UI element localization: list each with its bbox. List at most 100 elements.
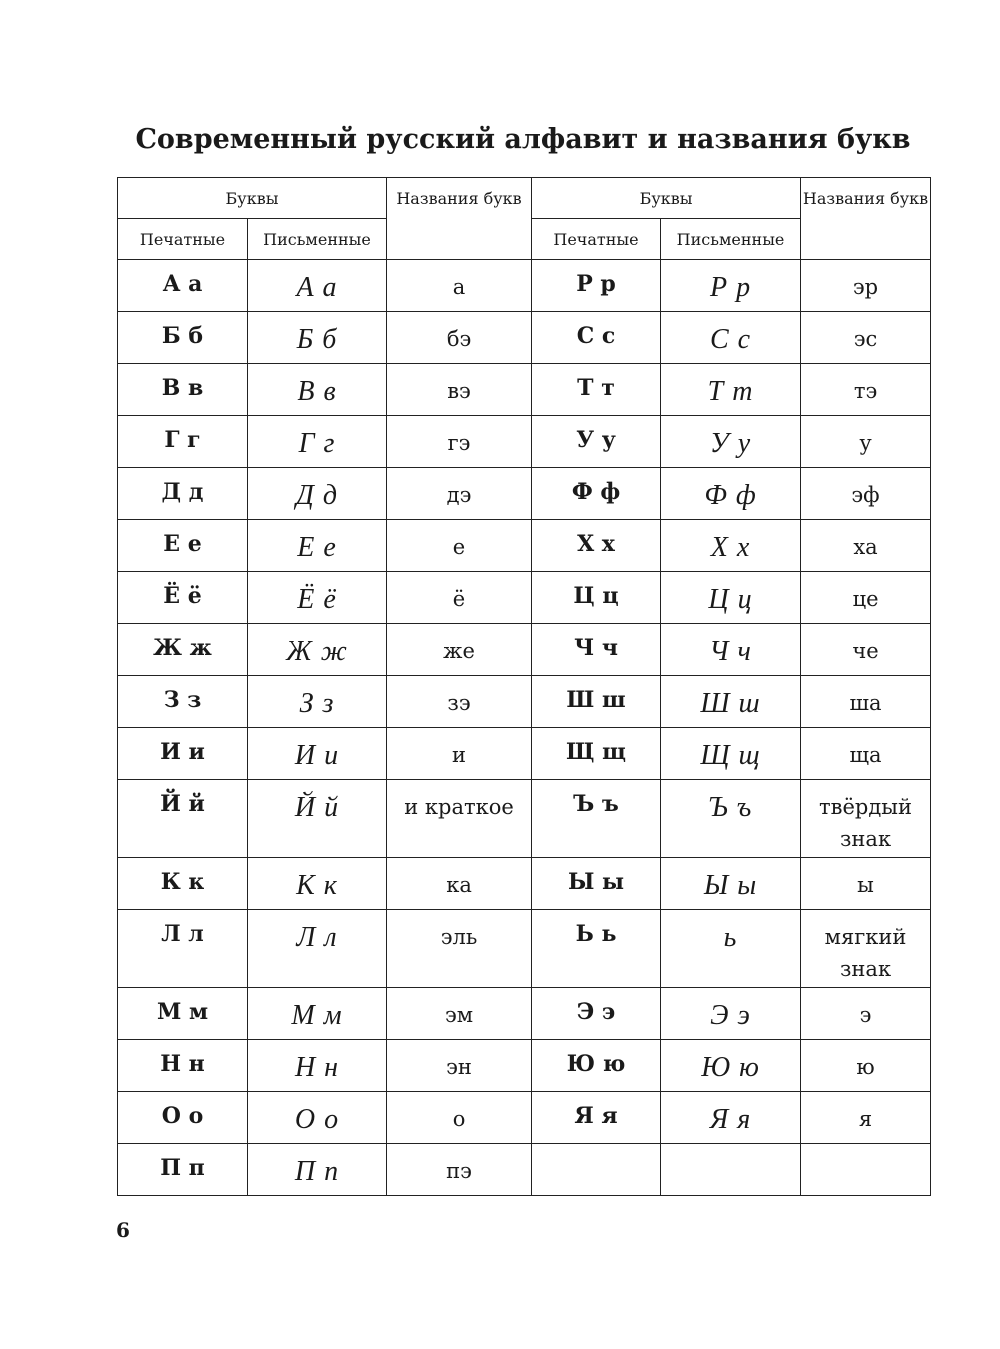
letter-name: ё [452, 587, 466, 611]
printed-letter: П п [160, 1155, 205, 1181]
written-letter-cell: Р р [660, 259, 802, 312]
written-letter: З з [299, 688, 335, 719]
written-letter-cell: Б б [246, 311, 388, 364]
table-row: Е е Е е е Х х Х х ха [117, 519, 932, 572]
letter-name-cell: а [386, 259, 533, 312]
printed-letter: Р р [576, 271, 616, 297]
written-letter: О о [294, 1104, 340, 1135]
printed-letter-cell: М м [117, 987, 248, 1040]
letter-name: о [452, 1107, 466, 1131]
printed-letter: Ф ф [571, 479, 621, 505]
header-letters: Буквы [116, 177, 388, 219]
letter-name: же [443, 639, 475, 663]
written-letter: Я я [709, 1104, 752, 1135]
written-letter-cell: З з [246, 675, 388, 728]
written-letter-cell: Ы ы [660, 857, 802, 910]
letter-name: ка [446, 873, 472, 897]
letter-name: а [452, 275, 466, 299]
written-letter: Г г [298, 428, 336, 459]
written-letter: К к [296, 870, 338, 901]
written-letter-cell: М м [246, 987, 388, 1040]
header-printed: Печатные [117, 218, 248, 260]
letter-name: е [452, 535, 466, 559]
written-letter: Ъ ъ [708, 792, 753, 823]
written-letter: И и [294, 740, 340, 771]
letter-name: тэ [853, 379, 878, 403]
table-body: А а А а а Р р Р р эр Б б Б б бэ С с С с эс В в В в вэ Т… [117, 259, 932, 1196]
letter-name-cell: ка [386, 857, 533, 910]
printed-letter: М м [156, 999, 209, 1025]
written-letter: Ю ю [701, 1052, 760, 1083]
printed-letter: И и [160, 739, 205, 765]
letter-name-cell: ы [800, 857, 932, 910]
printed-letter-cell: Ё ё [117, 571, 248, 624]
letter-name: ю [856, 1055, 875, 1079]
written-letter-cell: И и [246, 727, 388, 780]
letter-name: эр [852, 275, 879, 299]
letter-name-cell: у [800, 415, 932, 468]
letter-name: бэ [446, 327, 472, 351]
letter-name-cell: же [386, 623, 533, 676]
header-names: Названия букв [800, 177, 932, 260]
letter-name: ха [853, 535, 878, 559]
printed-letter: Ч ч [574, 635, 618, 661]
letter-name: эс [853, 327, 878, 351]
written-letter-cell: Ъ ъ [660, 779, 802, 858]
letter-name-cell: ха [800, 519, 932, 572]
written-letter: М м [291, 1000, 343, 1031]
table-row: Ё ё Ё ё ё Ц ц Ц ц це [117, 571, 932, 624]
written-letter-cell: Ж ж [246, 623, 388, 676]
table-row: Л л Л л эль Ь ь ь мягкий знак [117, 909, 932, 988]
printed-letter-cell: С с [531, 311, 662, 364]
printed-letter-cell: О о [117, 1091, 248, 1144]
written-letter-cell: Е е [246, 519, 388, 572]
letter-name: я [858, 1107, 873, 1131]
letter-name-cell: гэ [386, 415, 533, 468]
letter-name-cell: ща [800, 727, 932, 780]
printed-letter: Х х [577, 531, 615, 557]
written-letter: Ч ч [709, 636, 752, 667]
written-letter: У у [709, 428, 752, 459]
written-letter: Ж ж [286, 636, 348, 667]
written-letter-cell: Г г [246, 415, 388, 468]
written-letter-cell: Д д [246, 467, 388, 520]
table-row: Й й Й й и краткое Ъ ъ Ъ ъ твёрдый знак [117, 779, 932, 858]
letter-name: ы [857, 873, 874, 897]
printed-letter-cell: З з [117, 675, 248, 728]
written-letter: Д д [296, 480, 338, 511]
written-letter-cell: ь [660, 909, 802, 988]
printed-letter-cell: Щ щ [531, 727, 662, 780]
letter-name-cell [800, 1143, 932, 1196]
written-letter: Е е [297, 532, 337, 563]
letter-name: дэ [446, 483, 472, 507]
printed-letter-cell: Ъ ъ [531, 779, 662, 858]
printed-letter: Э э [576, 999, 616, 1025]
printed-letter: С с [576, 323, 616, 349]
letter-name: ша [849, 691, 882, 715]
letter-name: эм [444, 1003, 474, 1027]
written-letter-cell: К к [246, 857, 388, 910]
letter-name-cell: эн [386, 1039, 533, 1092]
page-title: Современный русский алфавит и названия б… [135, 124, 911, 155]
written-letter: Ф ф [704, 480, 757, 511]
table-row: П п П п пэ [117, 1143, 932, 1196]
page-number: 6 [116, 1218, 130, 1242]
letter-name: э [859, 1003, 872, 1027]
printed-letter-cell: Я я [531, 1091, 662, 1144]
printed-letter-cell: А а [117, 259, 248, 312]
header-names: Названия букв [386, 177, 533, 260]
printed-letter: У у [576, 427, 616, 453]
printed-letter-cell: Б б [117, 311, 248, 364]
letter-name-cell: тэ [800, 363, 932, 416]
printed-letter-cell: Ш ш [531, 675, 662, 728]
letter-name: зэ [447, 691, 471, 715]
written-letter-cell: Ш ш [660, 675, 802, 728]
letter-name: гэ [447, 431, 471, 455]
letter-name-cell: вэ [386, 363, 533, 416]
printed-letter: К к [160, 869, 205, 895]
printed-letter: Ё ё [163, 583, 202, 609]
printed-letter: Б б [161, 323, 204, 349]
printed-letter-cell: Э э [531, 987, 662, 1040]
written-letter: Й й [294, 792, 340, 823]
